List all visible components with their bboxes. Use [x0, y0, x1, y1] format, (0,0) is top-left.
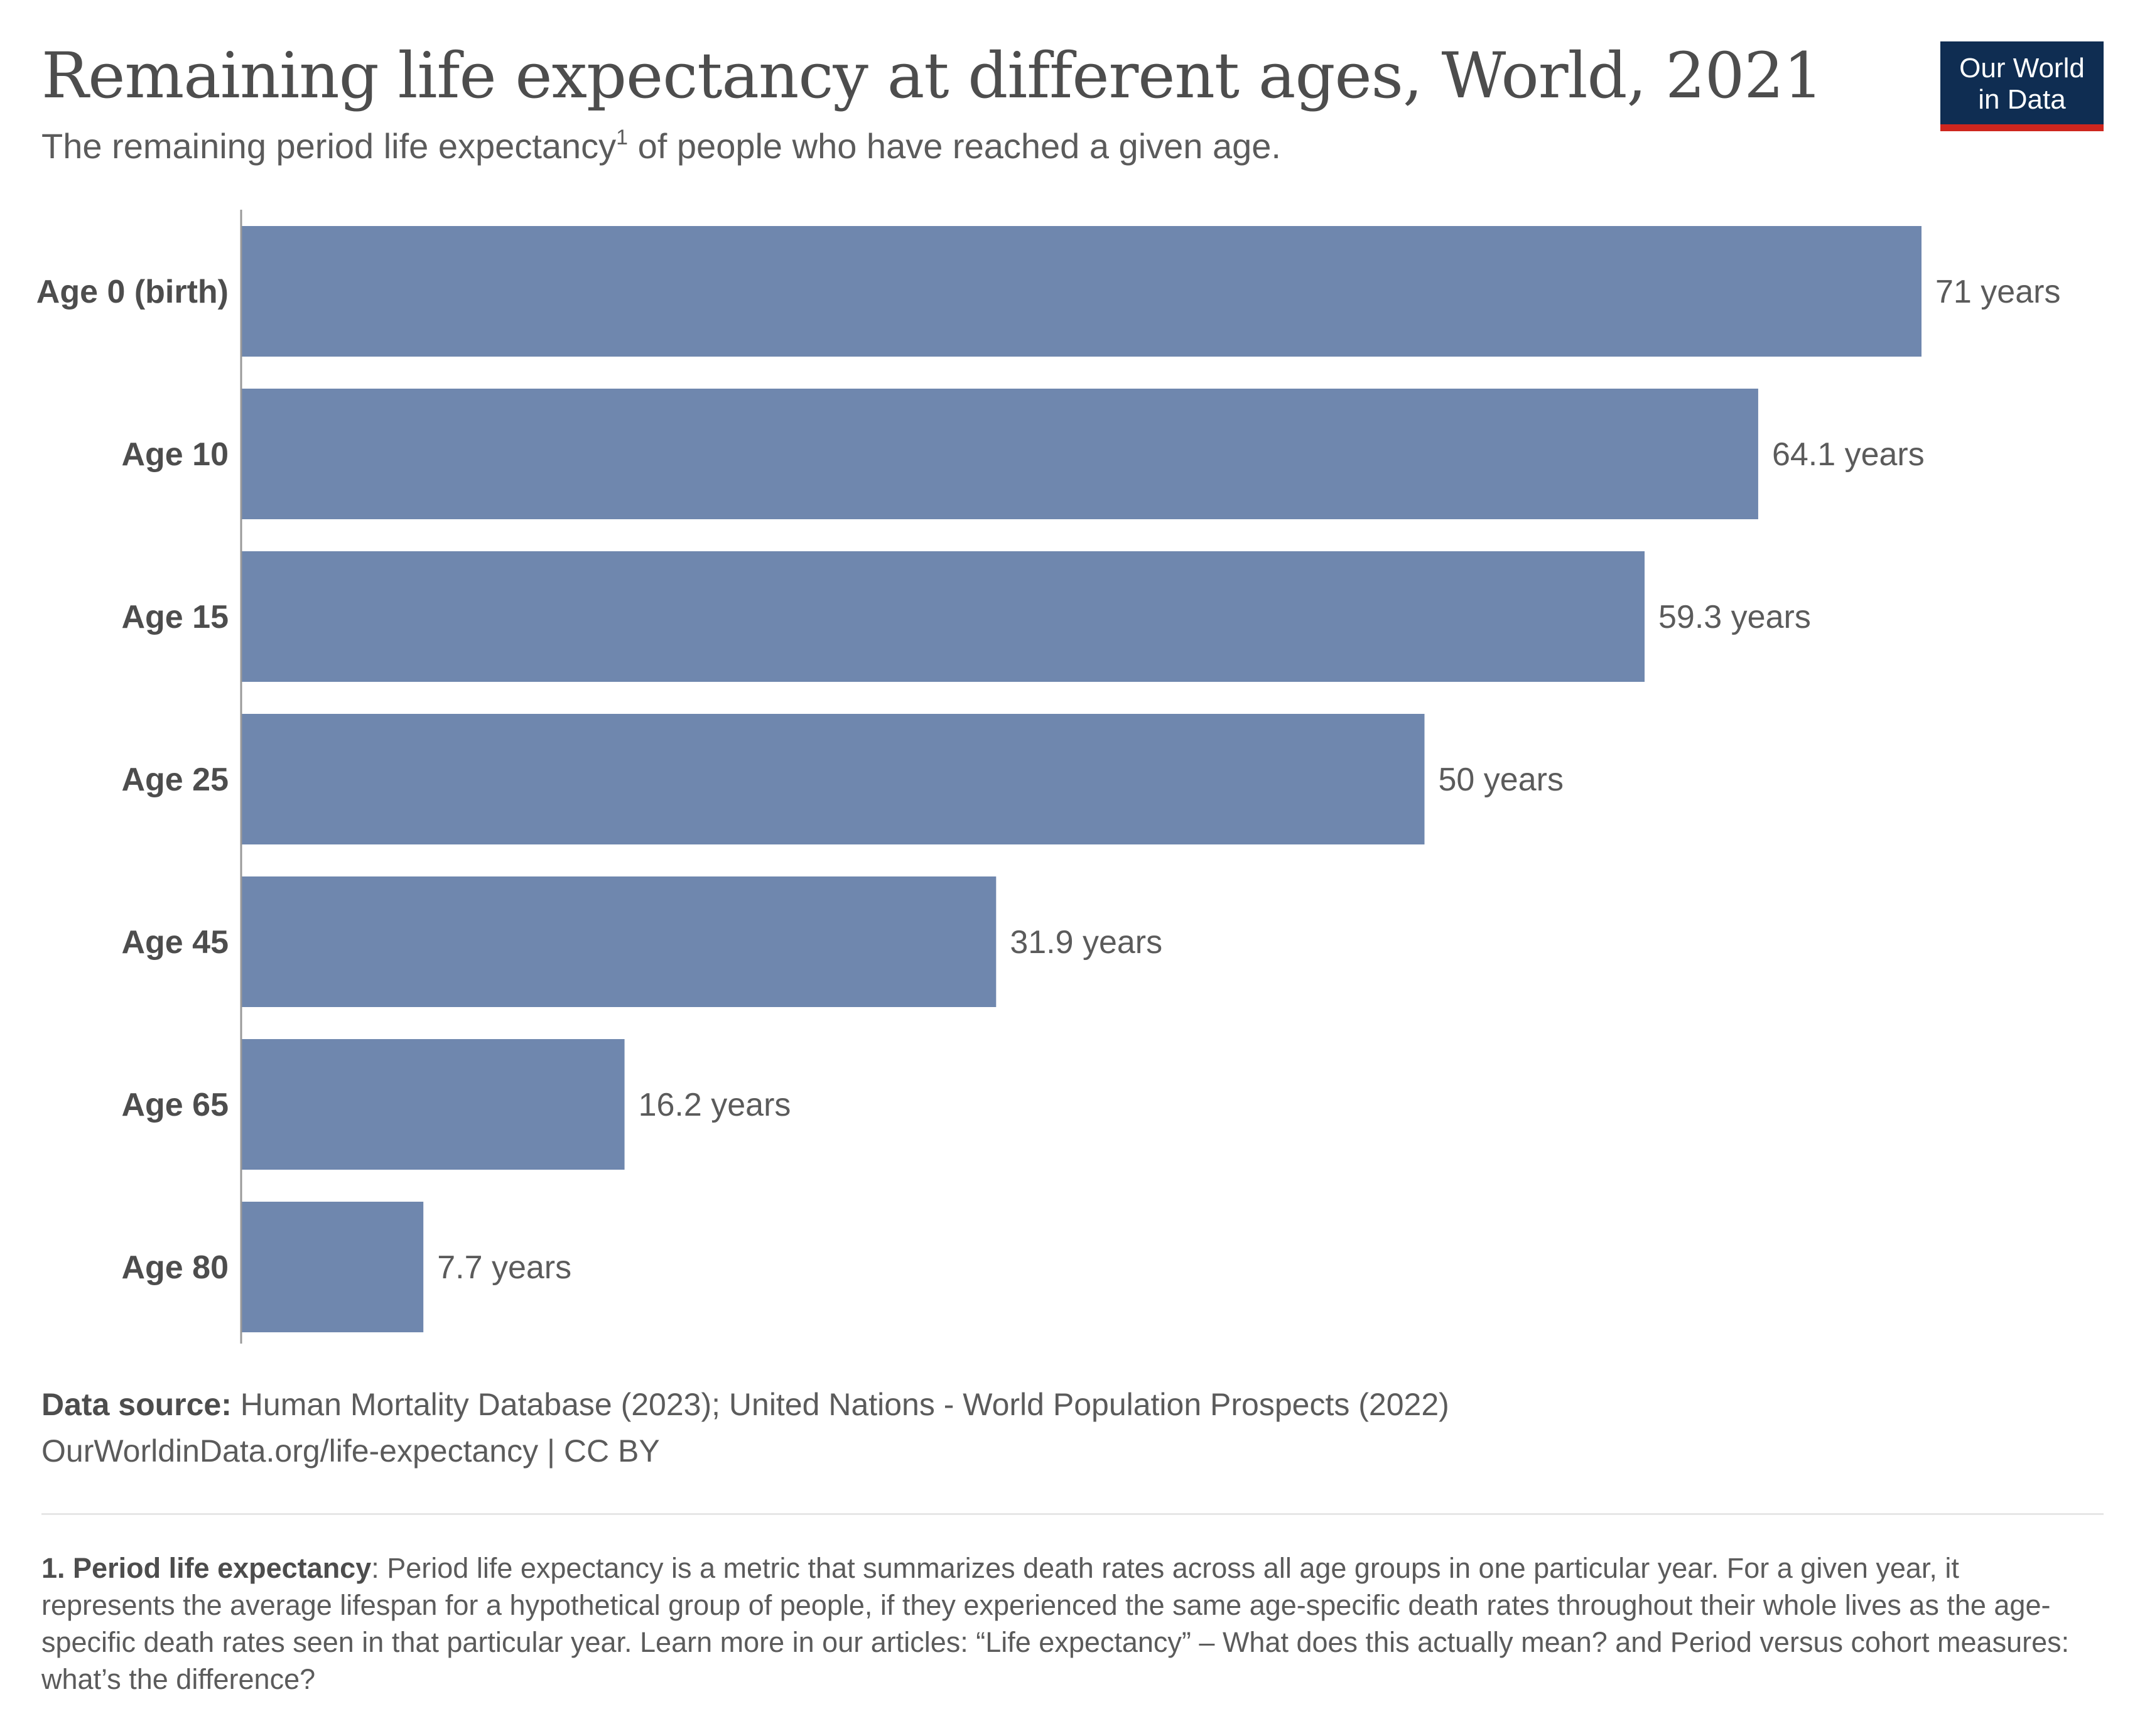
data-source-label: Data source:	[41, 1387, 232, 1422]
footnote: 1. Period life expectancy: Period life e…	[41, 1550, 2095, 1698]
value-label-5: 16.2 years	[639, 1087, 791, 1123]
chart-subtitle: The remaining period life expectancy1 of…	[41, 126, 1281, 166]
value-label-2: 59.3 years	[1658, 599, 1811, 635]
category-label-2: Age 15	[121, 599, 229, 635]
bar-chart: Age 0 (birth) 71 years Age 10 64.1 years Age…	[36, 210, 2060, 1344]
bar-3[interactable]	[241, 714, 1425, 844]
logo-line-2: in Data	[1978, 84, 2066, 115]
bar-0[interactable]	[241, 226, 1922, 357]
owid-logo[interactable]: Our World in Data	[1940, 41, 2104, 131]
subtitle-text: The remaining period life expectancy	[41, 126, 617, 166]
value-label-1: 64.1 years	[1772, 436, 1925, 473]
footnote-divider	[41, 1513, 2104, 1515]
footnote-text: : Period life expectancy is a metric tha…	[41, 1552, 2070, 1695]
bar-1[interactable]	[241, 389, 1758, 519]
category-label-0: Age 0 (birth)	[36, 274, 229, 310]
value-label-4: 31.9 years	[1010, 924, 1162, 961]
data-source: Data source: Human Mortality Database (2…	[41, 1386, 1449, 1423]
value-label-0: 71 years	[1935, 274, 2060, 310]
category-label-4: Age 45	[121, 924, 229, 961]
category-label-3: Age 25	[121, 762, 229, 798]
chart-title: Remaining life expectancy at different a…	[41, 39, 1824, 112]
subtitle-text-after: of people who have reached a given age.	[628, 126, 1281, 166]
value-label-6: 7.7 years	[437, 1249, 571, 1286]
footnote-label: 1. Period life expectancy	[41, 1552, 372, 1584]
bar-2[interactable]	[241, 551, 1645, 682]
bar-5[interactable]	[241, 1039, 625, 1170]
footnote-marker[interactable]: 1	[616, 126, 629, 149]
data-source-text: Human Mortality Database (2023); United …	[231, 1387, 1449, 1422]
source-url[interactable]: OurWorldinData.org/life-expectancy | CC …	[41, 1433, 660, 1469]
bar-4[interactable]	[241, 876, 997, 1007]
category-label-5: Age 65	[121, 1087, 229, 1123]
category-label-1: Age 10	[121, 436, 229, 473]
bar-6[interactable]	[241, 1202, 424, 1332]
logo-line-1: Our World	[1959, 53, 2085, 84]
value-label-3: 50 years	[1439, 762, 1564, 798]
category-label-6: Age 80	[121, 1249, 229, 1286]
